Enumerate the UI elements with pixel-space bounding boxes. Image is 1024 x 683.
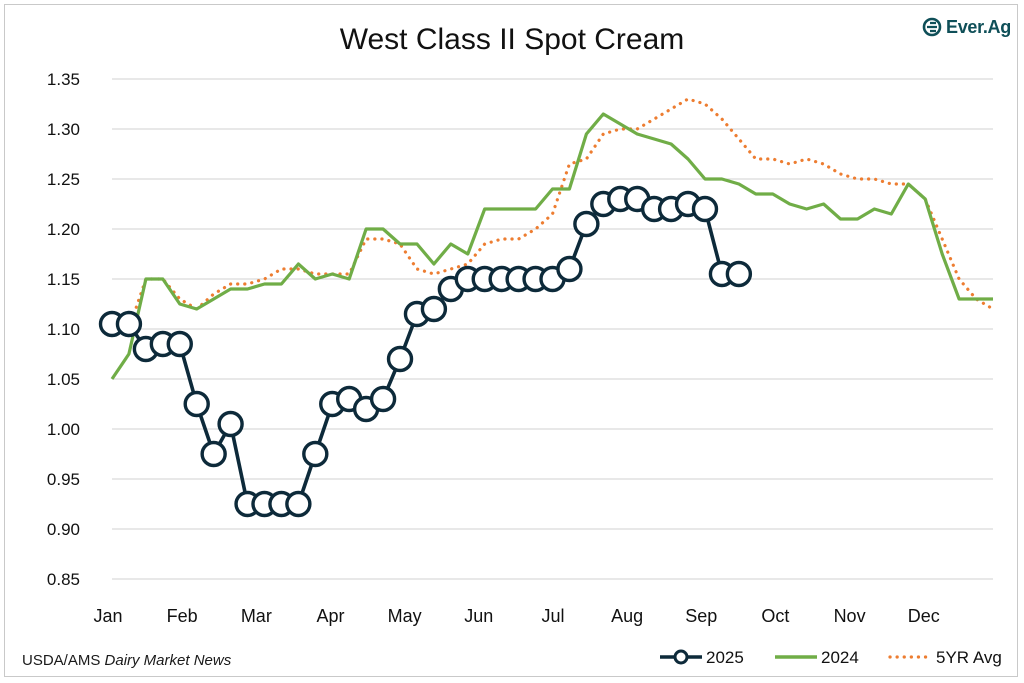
data-point-2025 <box>420 295 448 323</box>
source-note: USDA/AMS Dairy Market News <box>22 652 231 669</box>
y-tick-label: 1.05 <box>47 370 80 389</box>
source-italic: Dairy Market News <box>104 652 232 669</box>
x-tick-label: Dec <box>908 606 940 626</box>
series-group <box>98 97 995 518</box>
x-axis-ticks: Jan Feb Mar Apr May Jun Jul Aug Sep Oct Nov Dec <box>93 606 939 626</box>
data-point-2025 <box>725 260 753 288</box>
y-tick-label: 1.10 <box>47 320 80 339</box>
series-line-2024 <box>110 112 993 380</box>
gridlines <box>112 78 993 580</box>
y-tick-label: 1.00 <box>47 420 80 439</box>
x-tick-label: Jun <box>464 606 493 626</box>
legend: 2025 2024 5YR Avg <box>660 648 1002 667</box>
data-point-2025 <box>386 345 414 373</box>
x-tick-label: Feb <box>167 606 198 626</box>
x-tick-label: Jan <box>93 606 122 626</box>
data-point-2025 <box>302 440 329 468</box>
y-axis-ticks: 0.85 0.90 0.95 1.00 1.05 1.10 1.15 1.20 1.25 1.30… <box>47 70 80 589</box>
y-tick-label: 1.15 <box>47 270 80 289</box>
y-tick-label: 1.35 <box>47 70 80 89</box>
y-tick-label: 1.25 <box>47 170 80 189</box>
data-point-2025 <box>573 210 600 238</box>
data-point-2025 <box>200 440 227 468</box>
legend-label: 2025 <box>706 648 744 667</box>
logo-text: Ever.Ag <box>946 16 1011 37</box>
series-line-5yr-avg <box>110 97 995 331</box>
y-tick-label: 1.30 <box>47 120 80 139</box>
x-tick-label: Oct <box>761 606 789 626</box>
y-tick-label: 0.95 <box>47 470 80 489</box>
data-point-2025 <box>115 310 143 338</box>
x-tick-label: May <box>388 606 422 626</box>
ever-ag-logo-icon <box>922 17 942 37</box>
x-tick-label: Mar <box>241 606 272 626</box>
legend-label: 2024 <box>821 648 859 667</box>
x-tick-label: Jul <box>541 606 564 626</box>
data-point-2025 <box>217 410 244 438</box>
ever-ag-logo: Ever.Ag <box>922 14 1014 40</box>
x-tick-label: Sep <box>685 606 717 626</box>
y-tick-label: 1.20 <box>47 220 80 239</box>
source-prefix: USDA/AMS <box>22 652 105 669</box>
legend-marker-2025 <box>673 649 689 665</box>
y-tick-label: 0.85 <box>47 570 80 589</box>
x-tick-label: Aug <box>611 606 643 626</box>
data-point-2025 <box>285 490 312 518</box>
x-tick-label: Nov <box>834 606 866 626</box>
data-point-2025 <box>369 385 397 413</box>
data-point-2025 <box>691 195 719 223</box>
x-tick-label: Apr <box>316 606 344 626</box>
data-point-2025 <box>556 255 583 283</box>
y-tick-label: 0.90 <box>47 520 80 539</box>
data-point-2025 <box>166 330 193 358</box>
data-point-2025 <box>183 390 210 418</box>
legend-label: 5YR Avg <box>936 648 1002 667</box>
chart-title: West Class II Spot Cream <box>340 23 685 56</box>
